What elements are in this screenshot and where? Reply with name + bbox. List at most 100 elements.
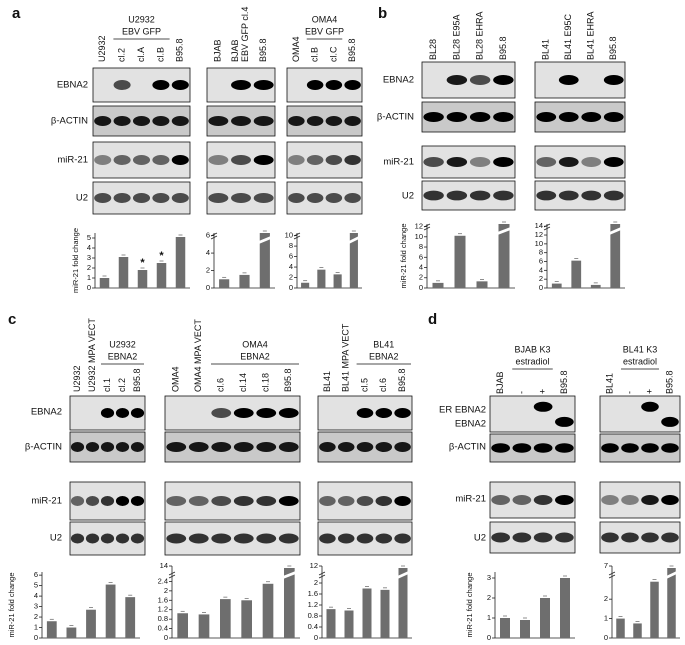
y-tick-label: 1.6 bbox=[308, 589, 318, 598]
band bbox=[344, 193, 361, 203]
lane-label: BL41 bbox=[604, 373, 614, 394]
group-header: OMA4 bbox=[242, 339, 268, 349]
y-tick-label: 8 bbox=[289, 241, 293, 250]
band bbox=[94, 193, 112, 203]
y-tick-label: 4 bbox=[289, 262, 293, 271]
row-label: β-ACTIN bbox=[377, 112, 414, 123]
y-tick-label: 3 bbox=[34, 602, 38, 611]
band bbox=[130, 408, 145, 418]
row-label: miR-21 bbox=[31, 496, 62, 507]
row-label: U2 bbox=[474, 533, 486, 544]
row-label: EBNA2 bbox=[383, 75, 414, 86]
band bbox=[113, 155, 131, 165]
y-tick-label: 5 bbox=[34, 581, 38, 590]
bar bbox=[633, 623, 642, 638]
lane-label: cl.A bbox=[136, 47, 146, 62]
bar bbox=[333, 274, 342, 288]
y-tick-label: 8 bbox=[419, 242, 423, 251]
band bbox=[94, 116, 112, 126]
lane-label: B95.8 bbox=[283, 368, 293, 392]
y-tick-label: 14 bbox=[160, 561, 168, 570]
band bbox=[603, 112, 624, 122]
y-tick-label: 2 bbox=[539, 274, 543, 283]
y-tick-label: 6 bbox=[206, 231, 210, 240]
band bbox=[469, 75, 491, 85]
y-tick-label: 2 bbox=[487, 593, 491, 602]
blot bbox=[164, 481, 301, 521]
band bbox=[256, 442, 277, 452]
band bbox=[558, 157, 579, 167]
panel-label: a bbox=[12, 5, 21, 22]
bar bbox=[326, 609, 336, 638]
band bbox=[423, 157, 444, 167]
row-label: β-ACTIN bbox=[25, 442, 62, 453]
band bbox=[446, 190, 468, 201]
bar bbox=[219, 279, 230, 288]
lane-label: B95.8 bbox=[132, 368, 142, 392]
y-tick-label: 0.4 bbox=[308, 622, 318, 631]
band bbox=[130, 442, 145, 452]
band bbox=[581, 157, 602, 167]
band bbox=[113, 80, 131, 90]
band bbox=[491, 532, 510, 543]
bar bbox=[498, 224, 510, 288]
y-tick-label: 6 bbox=[539, 257, 543, 266]
lane-label: B95.8 bbox=[397, 368, 407, 392]
band bbox=[253, 116, 274, 126]
band bbox=[233, 496, 254, 506]
band bbox=[661, 495, 679, 505]
band bbox=[152, 116, 170, 126]
group-header: EBV GFP bbox=[122, 26, 161, 36]
band bbox=[256, 408, 277, 418]
group-header: OMA4 bbox=[312, 14, 338, 24]
band bbox=[555, 443, 574, 453]
band bbox=[278, 496, 299, 506]
lane-label: cl.2 bbox=[116, 48, 126, 62]
bar bbox=[301, 282, 310, 288]
y-tick-label: 1.2 bbox=[308, 600, 318, 609]
band bbox=[233, 533, 254, 544]
y-tick-label: 6 bbox=[34, 570, 38, 579]
lane-label: OMA4 MPA VECT bbox=[193, 319, 203, 392]
y-tick-label: 1 bbox=[87, 273, 91, 282]
band bbox=[641, 495, 659, 505]
lane-label: BL41 MPA VECT bbox=[341, 323, 351, 392]
band bbox=[231, 193, 251, 203]
band bbox=[469, 157, 491, 167]
lane-label: cl.6 bbox=[216, 378, 226, 392]
bar bbox=[125, 597, 136, 638]
band bbox=[536, 157, 557, 167]
lane-label: BL28 E95A bbox=[451, 14, 461, 60]
band bbox=[85, 442, 100, 452]
axis-break bbox=[210, 232, 218, 240]
band bbox=[555, 532, 574, 543]
row-label: EBNA2 bbox=[57, 80, 88, 91]
lane-label: U2932 MPA VECT bbox=[87, 318, 97, 392]
bar bbox=[259, 233, 270, 288]
band bbox=[85, 533, 100, 544]
y-tick-label: 10 bbox=[535, 239, 543, 248]
band bbox=[306, 155, 324, 165]
bar bbox=[99, 278, 110, 288]
band bbox=[231, 155, 251, 165]
band bbox=[491, 443, 510, 453]
y-tick-label: 0 bbox=[206, 283, 210, 292]
band bbox=[603, 190, 624, 201]
band bbox=[601, 443, 619, 453]
band bbox=[603, 75, 624, 85]
band bbox=[533, 401, 553, 412]
lane-label: B95.8 bbox=[559, 370, 569, 394]
y-tick-label: 7 bbox=[604, 561, 608, 570]
y-tick-label: 12 bbox=[310, 561, 318, 570]
bar bbox=[317, 269, 326, 288]
band bbox=[130, 496, 145, 506]
blot bbox=[164, 431, 301, 463]
band bbox=[356, 533, 374, 544]
band bbox=[356, 442, 374, 452]
panel-label: d bbox=[428, 311, 437, 328]
lane-label: cl.B bbox=[155, 47, 165, 62]
axis-break bbox=[168, 571, 176, 579]
y-tick-label: 0 bbox=[539, 283, 543, 292]
band bbox=[533, 532, 553, 543]
